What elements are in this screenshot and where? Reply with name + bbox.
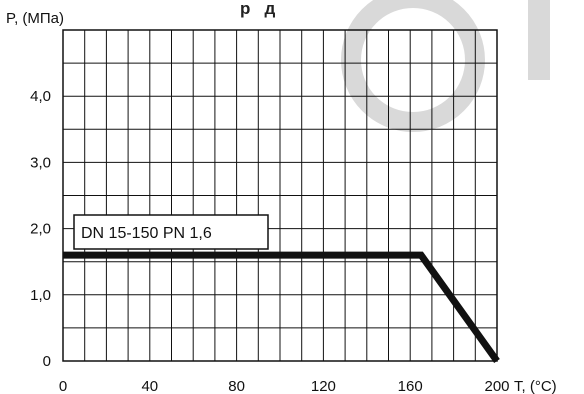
watermark (341, 0, 550, 132)
watermark-bar (528, 0, 550, 80)
x-tick-label: 120 (311, 378, 336, 394)
y-tick-label: 0 (43, 353, 51, 370)
series-label-box (73, 214, 269, 250)
x-axis-title: T, (°C) (514, 378, 557, 394)
x-tick-label: 40 (141, 378, 158, 394)
y-axis-tick-labels: 0 1,0 2,0 3,0 4,0 (30, 88, 51, 370)
watermark-ring (341, 0, 485, 132)
chart-title-fragment: р д (240, 0, 276, 18)
y-tick-label: 1,0 (30, 287, 51, 304)
series-legend-box: DN 15-150 PN 1,6 (73, 214, 269, 250)
chart-grid (62, 29, 498, 362)
y-tick-label: 2,0 (30, 221, 51, 238)
y-tick-label: 4,0 (30, 88, 51, 105)
y-tick-label: 3,0 (30, 154, 51, 171)
x-axis-tick-labels: 0 40 80 120 160 200 (59, 378, 510, 394)
series-line (63, 251, 500, 364)
series-label: DN 15-150 PN 1,6 (81, 225, 212, 242)
y-axis-title: P, (МПа) (6, 10, 64, 27)
x-tick-label: 80 (228, 378, 245, 394)
plot-frame (62, 29, 498, 362)
x-tick-label: 200 (484, 378, 509, 394)
x-tick-label: 160 (398, 378, 423, 394)
series-layer (63, 251, 500, 364)
x-tick-label: 0 (59, 378, 67, 394)
